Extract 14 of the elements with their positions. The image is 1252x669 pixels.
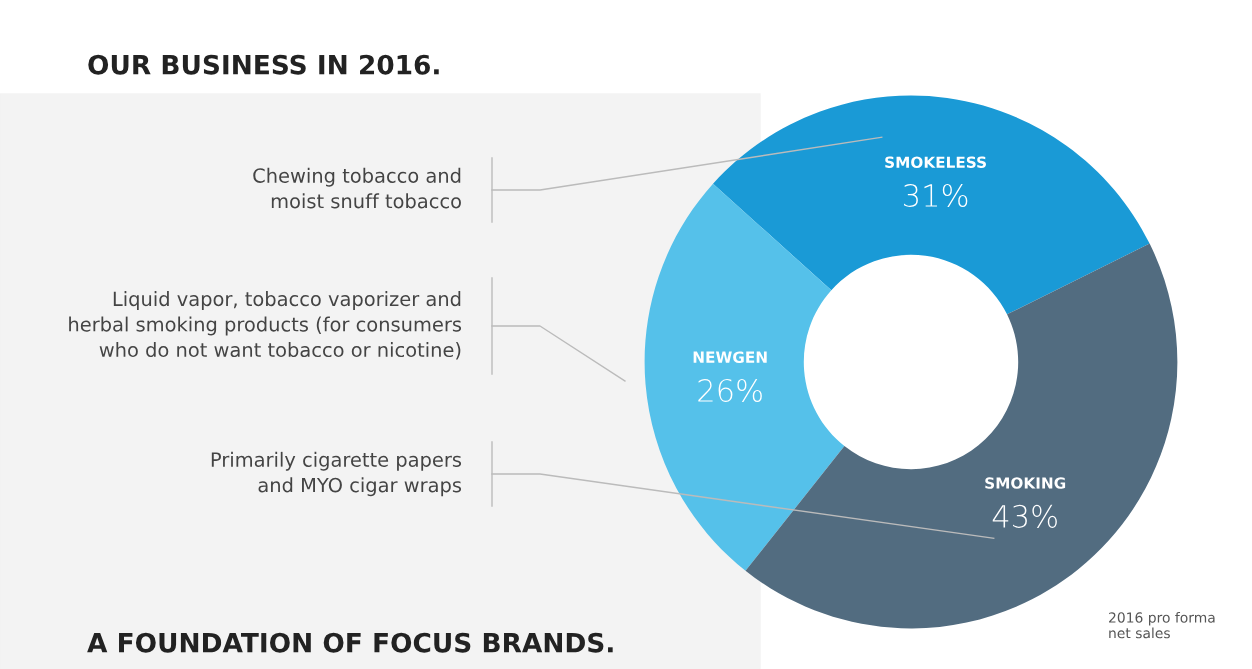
text: Chewing tobacco and moist snuff tobacco (253, 167, 461, 209)
donut-slice (713, 95, 1150, 315)
data-label: 43% (992, 504, 1057, 528)
donut-slice (644, 183, 845, 571)
slice-label: NEWGEN (693, 351, 767, 363)
text: Liquid vapor, tobacco vaporizer and herbal smoking products (for consumers who do not want tobacco or nicotine) (69, 291, 462, 360)
data-label: 26% (698, 378, 762, 403)
slice-label: SMOKING (985, 477, 1066, 489)
text: OUR BUSINESS IN 2016. (88, 54, 439, 75)
text: A FOUNDATION OF FOCUS BRANDS. (87, 632, 613, 653)
data-label: 31% (904, 183, 968, 208)
text: Primarily cigarette papers and MYO cigar wraps (211, 451, 462, 497)
slice-label: SMOKELESS (885, 156, 986, 168)
text: 2016 pro forma net sales (1109, 612, 1215, 639)
